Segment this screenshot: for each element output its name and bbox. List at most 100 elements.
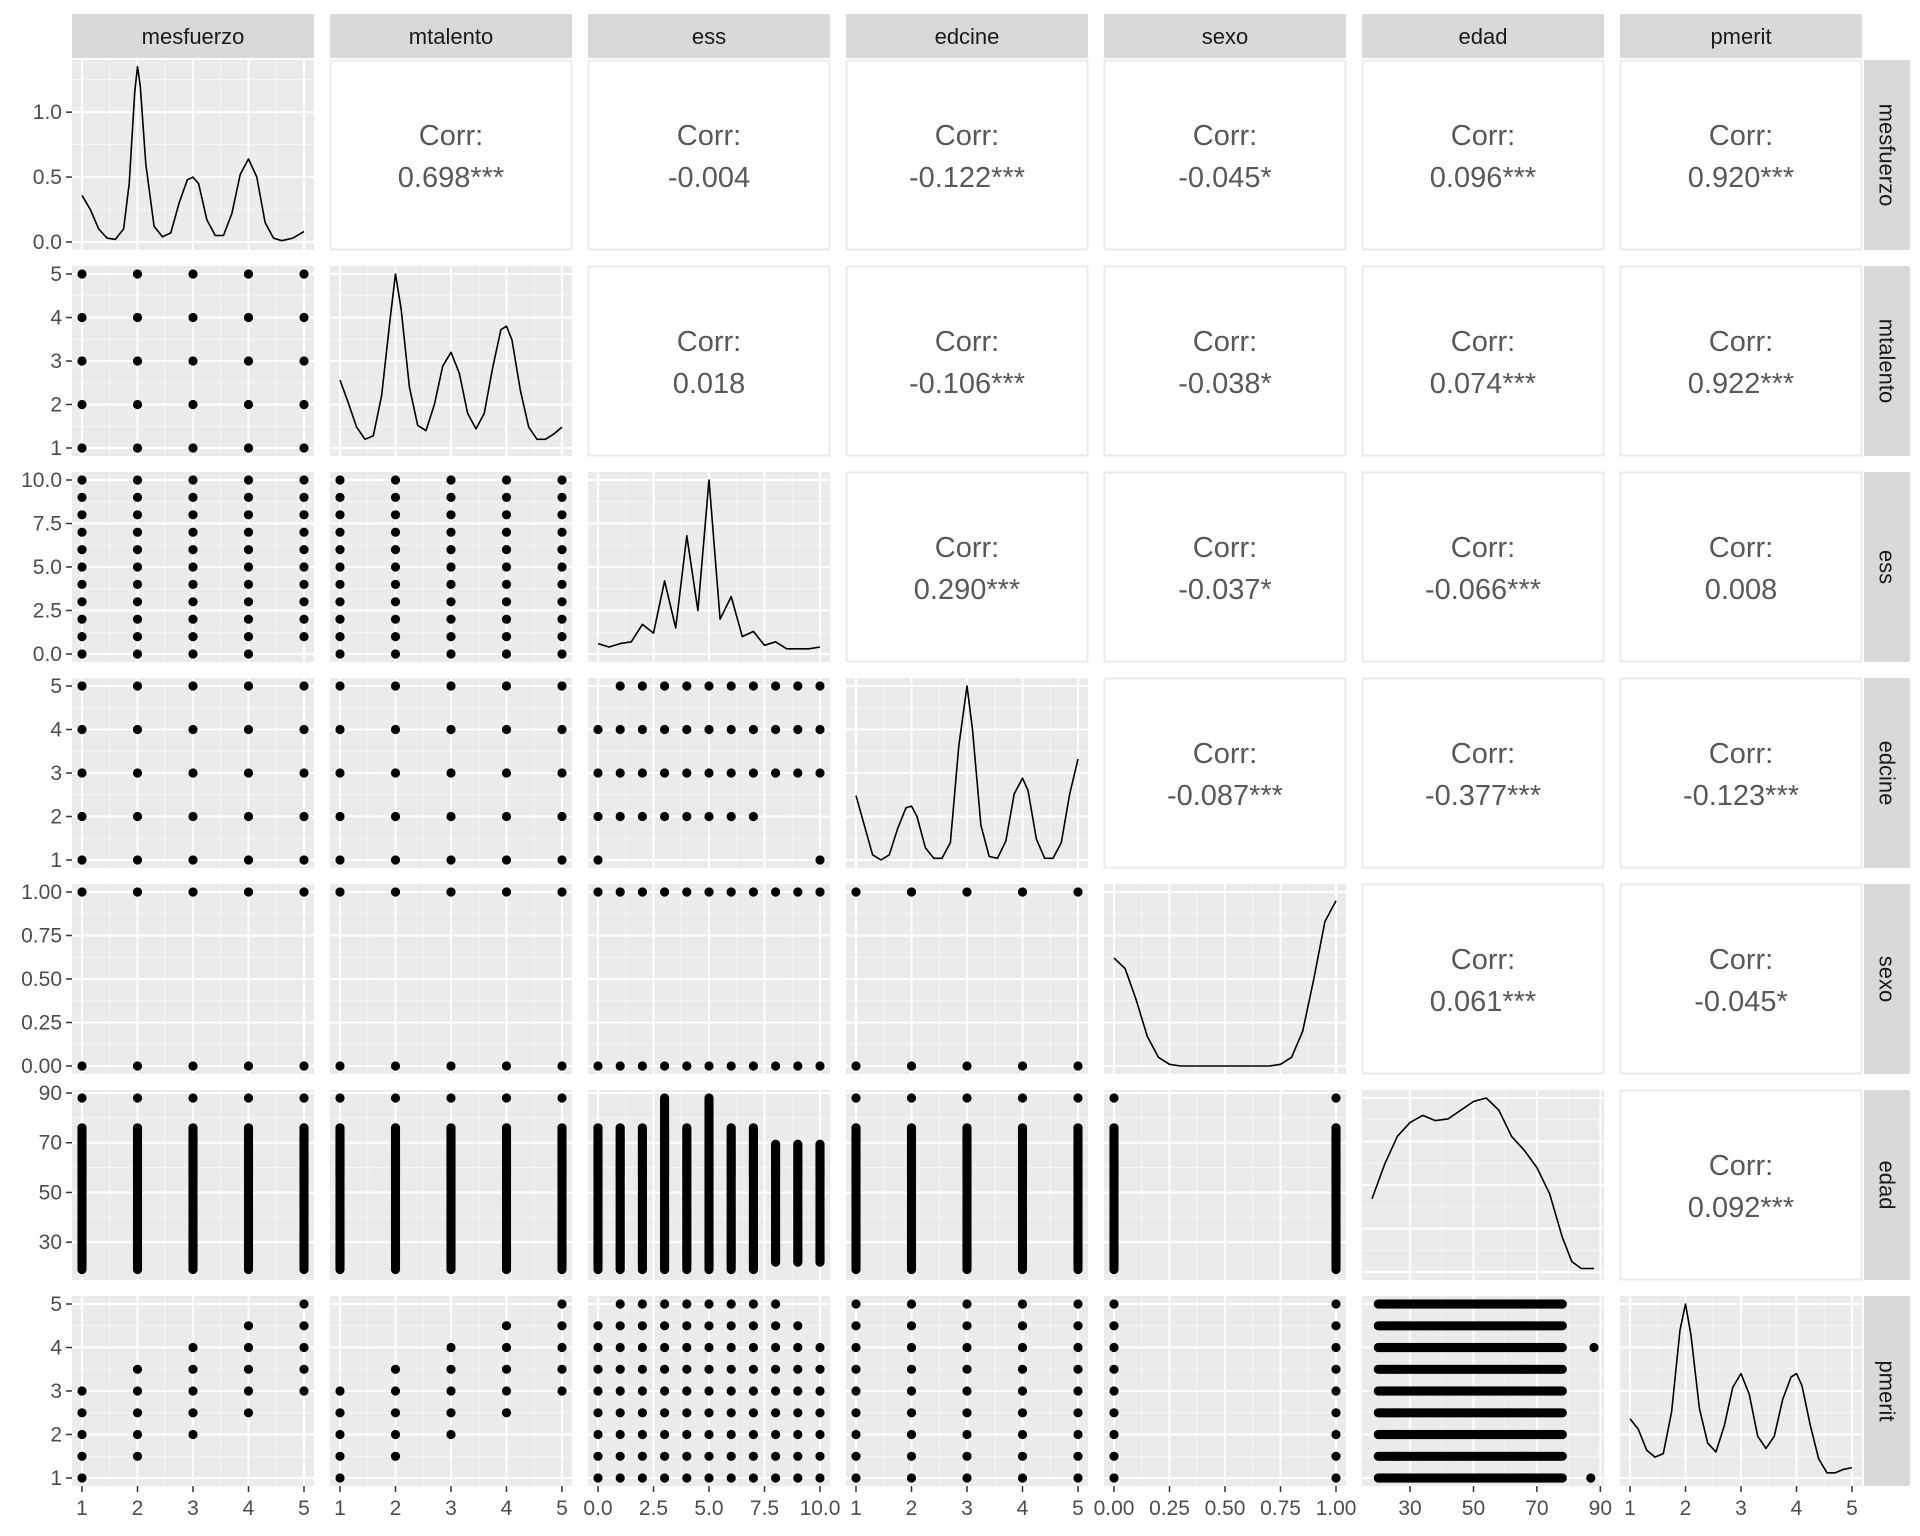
x-tick-label-ess: 10.0: [800, 1497, 841, 1520]
scatter-point: [660, 1386, 670, 1396]
strip-pmerit: [1620, 14, 1862, 58]
scatter-point: [906, 1321, 917, 1331]
scatter-point: [1073, 1061, 1083, 1071]
corr-label: Corr:: [1709, 120, 1773, 152]
scatter-point: [446, 1386, 456, 1396]
strip-right-pmerit: [1864, 1296, 1910, 1486]
scatter-point: [726, 1364, 736, 1374]
scatter-point: [77, 632, 87, 642]
scatter-point: [335, 632, 345, 642]
scatter-point: [188, 1061, 198, 1071]
scatter-point: [815, 1364, 825, 1374]
scatter-point: [77, 492, 87, 502]
scatter-point: [390, 1123, 401, 1133]
scatter-point: [188, 681, 198, 691]
y-tick-label-mtalento: 1: [50, 437, 62, 460]
scatter-point: [637, 1386, 648, 1396]
scatter-point: [557, 475, 567, 485]
scatter-point: [593, 1364, 603, 1374]
scatter-point: [77, 855, 87, 865]
scatter-point: [299, 510, 309, 520]
scatter-point: [501, 632, 512, 642]
scatter-point: [243, 1123, 254, 1133]
scatter-point: [748, 1299, 759, 1309]
strip-right-edcine: [1864, 678, 1910, 868]
scatter-point: [243, 312, 254, 323]
scatter-point: [962, 887, 972, 897]
scatter-point: [793, 724, 803, 735]
scatter-point: [637, 1321, 648, 1331]
panel-mtalento-edcine: Corr: -0.106***: [845, 265, 1089, 457]
scatter-point: [243, 1408, 254, 1418]
scatter-point: [188, 768, 198, 778]
scatter-point: [748, 1364, 759, 1374]
scatter-point: [771, 681, 781, 691]
scatter-point: [660, 887, 670, 897]
scatter-point: [748, 1451, 759, 1461]
scatter-point: [446, 1123, 456, 1133]
scatter-point: [132, 510, 143, 520]
scatter-point: [615, 1451, 625, 1461]
scatter-point: [132, 356, 143, 366]
scatter-point: [1331, 1299, 1341, 1309]
scatter-point: [335, 768, 345, 778]
scatter-point: [446, 855, 456, 865]
scatter-point: [1557, 1321, 1567, 1331]
scatter-point: [593, 724, 603, 735]
scatter-point: [1073, 1451, 1083, 1461]
scatter-point: [446, 1342, 456, 1353]
scatter-point: [815, 681, 825, 691]
scatter-point: [1331, 1364, 1341, 1374]
panel-ess-mesfuerzo: [72, 472, 314, 662]
scatter-point: [682, 768, 692, 778]
scatter-point: [243, 1342, 254, 1353]
scatter-point: [615, 1342, 625, 1353]
scatter-point: [704, 768, 714, 778]
scatter-point: [188, 443, 198, 453]
scatter-point: [637, 768, 648, 778]
corr-value: -0.106***: [909, 368, 1025, 400]
scatter-point: [557, 492, 567, 502]
scatter-point: [771, 724, 781, 735]
scatter-point: [906, 1386, 917, 1396]
scatter-point: [299, 492, 309, 502]
panel-mesfuerzo-sexo: Corr: -0.045*: [1103, 59, 1347, 251]
scatter-point: [299, 681, 309, 691]
scatter-point: [335, 1061, 345, 1071]
scatter-point: [704, 1061, 714, 1071]
scatter-point: [335, 1473, 345, 1483]
scatter-point: [851, 1364, 861, 1374]
scatter-point: [906, 1061, 917, 1071]
y-tick-label-edad: 90: [39, 1082, 62, 1105]
scatter-point: [771, 887, 781, 897]
x-tick-label-edad: 90: [1589, 1497, 1612, 1520]
scatter-point: [593, 887, 603, 897]
scatter-point: [299, 1061, 309, 1071]
panel-pmerit-edad: [1362, 1296, 1604, 1486]
scatter-point: [390, 887, 401, 897]
corr-value: -0.122***: [909, 162, 1025, 194]
scatter-point: [1017, 1342, 1028, 1353]
scatter-point: [1073, 1299, 1083, 1309]
panel-ess-edcine: Corr: 0.290***: [845, 471, 1089, 663]
scatter-point: [771, 1386, 781, 1396]
scatter-point: [615, 1299, 625, 1309]
density-curve-edad: [1371, 1097, 1594, 1270]
scatter-point: [704, 1342, 714, 1353]
scatter-point: [815, 724, 825, 735]
scatter-point: [1109, 1123, 1119, 1133]
scatter-point: [243, 681, 254, 691]
scatter-point: [615, 1123, 625, 1133]
scatter-point: [501, 1093, 512, 1103]
scatter-point: [1557, 1386, 1567, 1396]
scatter-point: [446, 1364, 456, 1374]
strip-right-ess: [1864, 472, 1910, 662]
scatter-point: [771, 1299, 781, 1309]
scatter-point: [188, 1364, 198, 1374]
scatter-point: [446, 724, 456, 735]
corr-label: Corr:: [1451, 738, 1515, 770]
scatter-point: [726, 887, 736, 897]
scatter-point: [299, 1123, 309, 1133]
y-tick-label-ess: 7.5: [33, 513, 62, 536]
scatter-point: [243, 1093, 254, 1103]
